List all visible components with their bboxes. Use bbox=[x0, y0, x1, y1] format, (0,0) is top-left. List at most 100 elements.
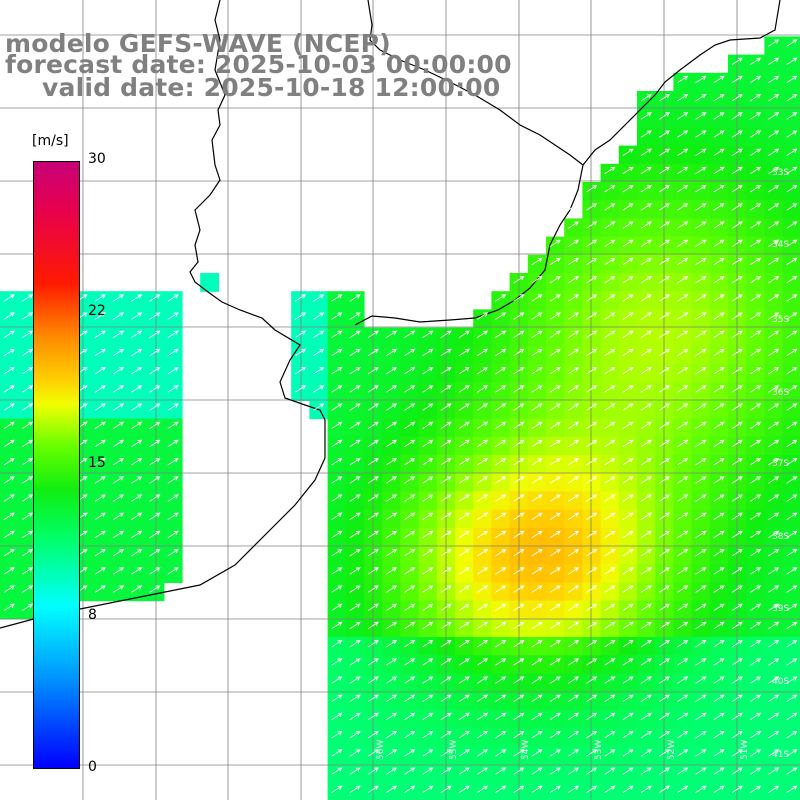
wind-speed-cell bbox=[655, 418, 674, 438]
wind-arrow bbox=[749, 749, 762, 757]
wind-speed-cell bbox=[18, 582, 37, 602]
wind-speed-cell bbox=[418, 709, 438, 729]
wind-speed-cell bbox=[582, 691, 602, 711]
wind-arrow bbox=[458, 785, 470, 793]
wind-speed-cell bbox=[455, 582, 474, 602]
wind-arrow bbox=[531, 731, 543, 739]
wind-speed-cell bbox=[691, 309, 711, 329]
wind-arrow bbox=[331, 494, 343, 502]
wind-arrow bbox=[567, 658, 580, 666]
wind-arrow bbox=[331, 731, 343, 739]
wind-arrow bbox=[513, 439, 525, 448]
wind-speed-cell bbox=[473, 764, 492, 784]
wind-speed-cell bbox=[127, 473, 147, 492]
wind-arrow bbox=[622, 731, 634, 739]
wind-arrow bbox=[786, 530, 798, 539]
wind-speed-cell bbox=[746, 54, 765, 74]
wind-arrow bbox=[476, 549, 489, 557]
wind-speed-cell bbox=[655, 546, 674, 565]
wind-arrow bbox=[768, 530, 780, 539]
wind-arrow bbox=[331, 348, 343, 357]
wind-speed-cell bbox=[418, 564, 438, 583]
wind-arrow bbox=[112, 367, 125, 375]
lat-label: 39S bbox=[772, 604, 790, 614]
wind-arrow bbox=[367, 694, 379, 702]
wind-speed-cell bbox=[473, 564, 492, 583]
wind-speed-cell bbox=[382, 491, 401, 511]
wind-speed-cell bbox=[746, 327, 765, 347]
wind-arrow bbox=[385, 676, 398, 684]
wind-speed-cell bbox=[600, 400, 620, 420]
wind-speed-cell bbox=[746, 382, 765, 401]
wind-arrow bbox=[749, 203, 762, 211]
wind-arrow bbox=[149, 385, 161, 393]
wind-arrow bbox=[531, 549, 543, 557]
wind-arrow bbox=[622, 185, 634, 193]
wind-speed-cell bbox=[345, 509, 365, 529]
wind-arrow bbox=[21, 403, 34, 411]
wind-speed-cell bbox=[618, 564, 638, 583]
wind-arrow bbox=[385, 330, 398, 338]
wind-arrow bbox=[640, 749, 652, 757]
wind-arrow bbox=[713, 476, 725, 484]
wind-speed-cell bbox=[345, 327, 365, 347]
wind-arrow bbox=[549, 549, 561, 557]
wind-arrow bbox=[749, 731, 762, 739]
wind-arrow bbox=[622, 239, 634, 247]
wind-arrow bbox=[112, 530, 125, 539]
wind-arrow bbox=[131, 512, 143, 520]
wind-speed-cell bbox=[0, 400, 19, 420]
wind-arrow bbox=[658, 640, 671, 648]
wind-arrow bbox=[658, 785, 671, 793]
wind-speed-cell bbox=[546, 764, 565, 784]
wind-arrow bbox=[622, 203, 634, 211]
wind-arrow bbox=[786, 476, 798, 484]
wind-arrow bbox=[749, 221, 762, 229]
wind-arrow bbox=[658, 530, 671, 539]
wind-speed-cell bbox=[637, 764, 656, 784]
wind-speed-cell bbox=[455, 618, 474, 638]
wind-arrow bbox=[731, 749, 743, 757]
wind-speed-cell bbox=[327, 582, 347, 602]
wind-speed-cell bbox=[728, 291, 747, 310]
wind-speed-cell bbox=[564, 546, 583, 565]
wind-speed-cell bbox=[382, 473, 401, 492]
wind-arrow bbox=[695, 749, 707, 757]
wind-arrow bbox=[640, 348, 652, 357]
wind-arrow bbox=[385, 640, 398, 648]
lon-label: 57W bbox=[303, 739, 313, 760]
wind-arrow bbox=[640, 276, 652, 284]
wind-speed-cell bbox=[145, 382, 165, 401]
wind-speed-cell bbox=[418, 655, 438, 674]
wind-speed-cell bbox=[655, 400, 674, 420]
wind-arrow bbox=[749, 640, 762, 648]
wind-speed-cell bbox=[127, 418, 147, 438]
wind-speed-cell bbox=[709, 436, 729, 456]
wind-speed-cell bbox=[691, 254, 711, 274]
wind-speed-cell bbox=[782, 254, 800, 274]
wind-arrow bbox=[385, 530, 398, 539]
wind-speed-cell bbox=[345, 782, 365, 800]
wind-speed-cell bbox=[655, 364, 674, 383]
wind-speed-cell bbox=[673, 473, 693, 492]
wind-speed-cell bbox=[764, 673, 784, 693]
wind-arrow bbox=[3, 439, 15, 448]
wind-arrow bbox=[513, 640, 525, 648]
wind-arrow bbox=[658, 112, 671, 120]
wind-speed-cell bbox=[637, 637, 656, 656]
wind-speed-cell bbox=[145, 291, 165, 310]
wind-speed-cell bbox=[327, 728, 347, 747]
wind-arrow bbox=[3, 549, 15, 557]
wind-speed-cell bbox=[345, 364, 365, 383]
wind-speed-cell bbox=[345, 637, 365, 656]
wind-speed-cell bbox=[400, 400, 420, 420]
colorbar-tick-0: 0 bbox=[88, 759, 97, 775]
wind-speed-cell bbox=[637, 109, 656, 128]
wind-arrow bbox=[786, 785, 798, 793]
wind-speed-cell bbox=[491, 764, 511, 784]
wind-arrow bbox=[131, 458, 143, 466]
wind-arrow bbox=[367, 676, 379, 684]
wind-arrow bbox=[768, 112, 780, 120]
wind-arrow bbox=[713, 385, 725, 393]
wind-speed-cell bbox=[728, 400, 747, 420]
